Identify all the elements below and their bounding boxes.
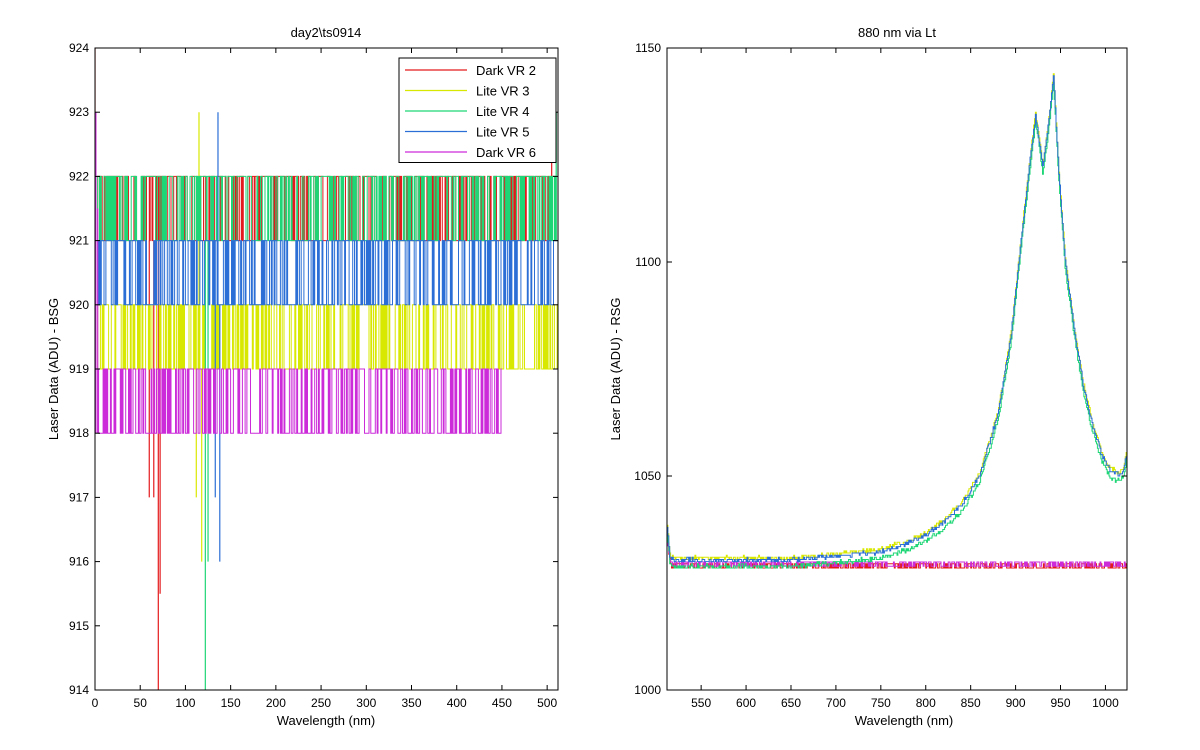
left-x-tick-label: 500 — [537, 696, 557, 710]
left-series-group — [95, 48, 558, 690]
right-chart-title: 880 nm via Lt — [858, 25, 936, 40]
left-x-tick-label: 50 — [134, 696, 148, 710]
left-x-tick-label: 300 — [356, 696, 376, 710]
left-y-tick-label: 917 — [69, 490, 89, 504]
right-x-tick-label: 850 — [961, 696, 981, 710]
left-x-axis-label: Wavelength (nm) — [277, 713, 376, 728]
left-y-tick-label: 918 — [69, 426, 89, 440]
left-y-tick-label: 916 — [69, 555, 89, 569]
right-x-tick-label: 550 — [691, 696, 711, 710]
left-x-tick-label: 150 — [221, 696, 241, 710]
right-series-line — [667, 75, 1127, 563]
right-x-ticks: 550 600 650 700 750 800 850 900 950 1000 — [691, 48, 1119, 710]
left-chart-title: day2\ts0914 — [291, 25, 362, 40]
left-chart: day2\ts0914 0 50 100 150 200 250 300 350 400 450 5… — [46, 25, 559, 728]
left-y-tick-label: 919 — [69, 362, 89, 376]
legend-entry-label: Lite VR 4 — [476, 104, 529, 119]
right-x-tick-label: 750 — [871, 696, 891, 710]
legend-entry-label: Dark VR 6 — [476, 145, 536, 160]
left-series-line — [97, 240, 558, 306]
right-x-tick-label: 800 — [916, 696, 936, 710]
left-x-tick-label: 400 — [447, 696, 467, 710]
legend-entry-label: Dark VR 2 — [476, 63, 536, 78]
legend: Dark VR 2 Lite VR 3 Lite VR 4 Lite VR 5 Dark… — [398, 57, 557, 163]
right-y-tick-label: 1000 — [634, 683, 661, 697]
right-y-tick-label: 1150 — [635, 41, 661, 55]
left-series-line — [97, 368, 502, 434]
left-y-tick-label: 914 — [69, 683, 89, 697]
right-chart: 880 nm via Lt 550 600 650 700 750 800 850 900 95… — [608, 25, 1128, 728]
right-x-tick-label: 950 — [1051, 696, 1071, 710]
left-series-line — [97, 304, 558, 370]
right-y-ticks: 1000 1050 1100 1150 — [634, 41, 1127, 697]
left-x-ticks: 0 50 100 150 200 250 300 350 400 450 500 — [92, 48, 557, 710]
left-y-tick-label: 915 — [69, 619, 89, 633]
left-y-tick-label: 923 — [69, 105, 89, 119]
right-y-axis-label: Laser Data (ADU) - RSG — [608, 297, 623, 440]
left-x-tick-label: 350 — [401, 696, 421, 710]
left-y-tick-label: 924 — [69, 41, 89, 55]
right-axes-box — [666, 47, 1128, 691]
right-x-tick-label: 700 — [826, 696, 846, 710]
left-y-tick-label: 920 — [69, 298, 89, 312]
left-y-ticks: 914 915 916 917 918 919 920 921 922 923 924 — [69, 41, 558, 697]
right-x-tick-label: 600 — [736, 696, 756, 710]
legend-box — [398, 57, 557, 163]
right-plot-area — [667, 48, 1127, 690]
right-y-tick-label: 1050 — [634, 469, 661, 483]
left-x-tick-label: 450 — [492, 696, 512, 710]
left-x-tick-label: 250 — [311, 696, 331, 710]
left-y-tick-label: 921 — [69, 234, 89, 248]
right-y-tick-label: 1100 — [635, 255, 661, 269]
legend-entry-label: Lite VR 5 — [476, 125, 529, 140]
right-x-tick-label: 1000 — [1092, 696, 1119, 710]
right-x-tick-label: 900 — [1006, 696, 1026, 710]
right-x-axis-label: Wavelength (nm) — [855, 713, 954, 728]
left-x-tick-label: 100 — [175, 696, 195, 710]
left-y-tick-label: 922 — [69, 169, 89, 183]
left-x-tick-label: 200 — [266, 696, 286, 710]
left-y-axis-label: Laser Data (ADU) - BSG — [46, 298, 61, 440]
right-series-group — [667, 73, 1127, 569]
left-x-tick-label: 0 — [92, 696, 99, 710]
right-x-tick-label: 650 — [781, 696, 801, 710]
legend-entry-label: Lite VR 3 — [476, 84, 529, 99]
